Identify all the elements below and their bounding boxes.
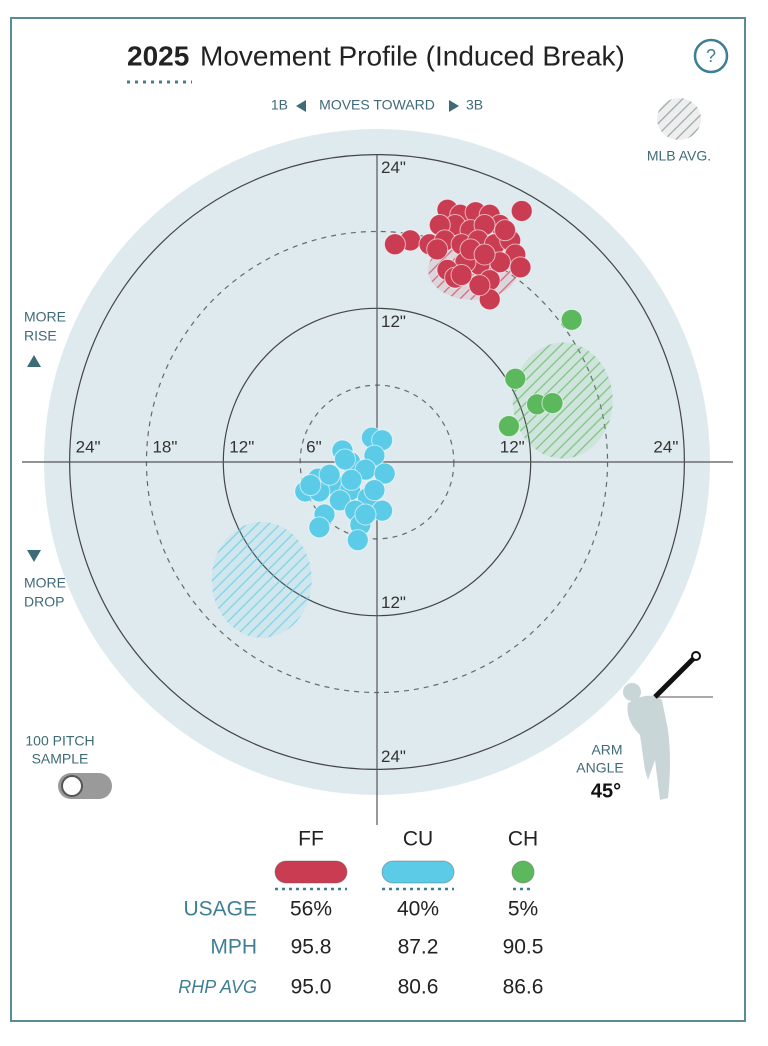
x-tick-label: 12" [500,437,525,456]
y-tick-label: 12" [381,593,406,612]
help-icon[interactable]: ? [706,46,716,66]
sample-label: 100 PITCH [25,733,94,749]
x-tick-label: 12" [229,437,254,456]
arm-angle-hand [691,650,702,661]
pitch-dot [383,233,406,256]
row-label: RHP AVG [178,977,257,997]
pitch-dot [560,308,583,331]
x-tick-label: 24" [76,437,101,456]
x-label-left: 1B [271,97,288,113]
rise-arrow [27,355,41,367]
arrow-right [449,100,459,112]
y-tick-label: 24" [381,158,406,177]
arm-angle-arm [653,654,698,699]
pitch-dot [541,392,564,415]
pitch-dot [450,264,473,287]
pitch-dot [363,479,386,502]
legend-swatch [274,860,348,884]
arm-angle-value: 45° [591,780,621,802]
pitch-dot [328,489,351,512]
usage-value: 56% [290,898,332,921]
legend-label: CH [508,828,538,851]
mlb-avg-zone [211,521,312,638]
legend-label: CU [403,828,433,851]
mph-value: 95.8 [291,936,332,959]
arrow-left [296,100,306,112]
pitch-dot [373,462,396,485]
help-button[interactable] [693,38,729,74]
mph-value: 87.2 [398,936,439,959]
sample-label: SAMPLE [32,751,89,767]
y-tick-label: 12" [381,312,406,331]
pitch-dot [504,367,527,390]
y-tick-label: 24" [381,747,406,766]
toggle-knob[interactable] [61,775,83,797]
rhp-avg-value: 86.6 [503,976,544,999]
pitch-dot [346,529,369,552]
pitcher-figure [623,683,670,800]
x-label-right: 3B [466,97,483,113]
rhp-avg-value: 95.0 [291,976,332,999]
arm-angle-label: ARM [591,742,622,758]
pitch-dot [497,415,520,438]
title-year: 2025 [127,40,189,71]
usage-value: 5% [508,898,538,921]
row-label: MPH [210,936,257,959]
avg-label: MLB AVG. [647,148,711,164]
drop-arrow [27,550,41,562]
pitch-dot [318,463,341,486]
pitch-dot [340,468,363,491]
x-tick-label: 24" [653,437,678,456]
pitch-dot [473,243,496,266]
x-label-middle: MOVES TOWARD [319,97,435,113]
legend-swatch [381,860,455,884]
usage-value: 40% [397,898,439,921]
title: Movement Profile (Induced Break) [200,40,625,71]
rise-label: RISE [24,328,57,344]
drop-label: DROP [24,594,64,610]
pitch-dot [468,274,491,297]
pitch-dot [299,474,322,497]
pitch-dot [426,238,449,261]
drop-label: MORE [24,575,66,591]
avg-legend-swatch [657,98,701,140]
legend-label: FF [298,828,324,851]
pitch-dot [354,503,377,526]
arm-angle-label: ANGLE [576,760,623,776]
pitch-dot [510,199,533,222]
row-label: USAGE [183,898,257,921]
pitch-dot [494,219,517,242]
pitch-dot [509,256,532,279]
pitch-dot [308,516,331,539]
rhp-avg-value: 80.6 [398,976,439,999]
legend-swatch [511,860,535,884]
x-tick-label: 6" [306,437,322,456]
rise-label: MORE [24,309,66,325]
x-tick-label: 18" [152,437,177,456]
pitch-dot [333,448,356,471]
mph-value: 90.5 [503,936,544,959]
